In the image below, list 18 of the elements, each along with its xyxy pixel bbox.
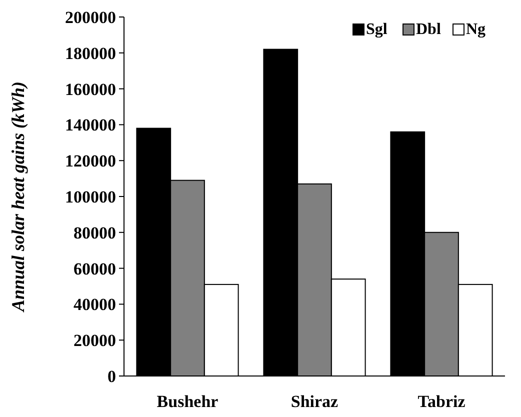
y-axis-title: Annual solar heat gains (kWh) (8, 81, 28, 313)
y-tick-label: 160000 (65, 80, 116, 99)
y-tick-label: 200000 (65, 8, 116, 27)
y-tick-label: 80000 (74, 223, 116, 242)
y-tick-label: 120000 (65, 152, 116, 171)
y-tick-label: 0 (108, 366, 116, 386)
y-tick-label: 60000 (74, 259, 116, 278)
y-tick-label: 180000 (65, 44, 116, 63)
legend-label: Sgl (366, 21, 388, 38)
y-tick-label: 20000 (74, 331, 116, 350)
legend-label: Ng (466, 21, 486, 38)
x-tick-label: Shiraz (290, 392, 339, 411)
legend-label: Dbl (416, 21, 442, 38)
y-tick-label: 40000 (74, 295, 116, 314)
y-tick-label: 100000 (65, 187, 116, 206)
x-tick-label: Bushehr (156, 392, 219, 411)
x-tick-label: Tabriz (418, 392, 466, 411)
y-tick-label: 140000 (65, 116, 116, 135)
